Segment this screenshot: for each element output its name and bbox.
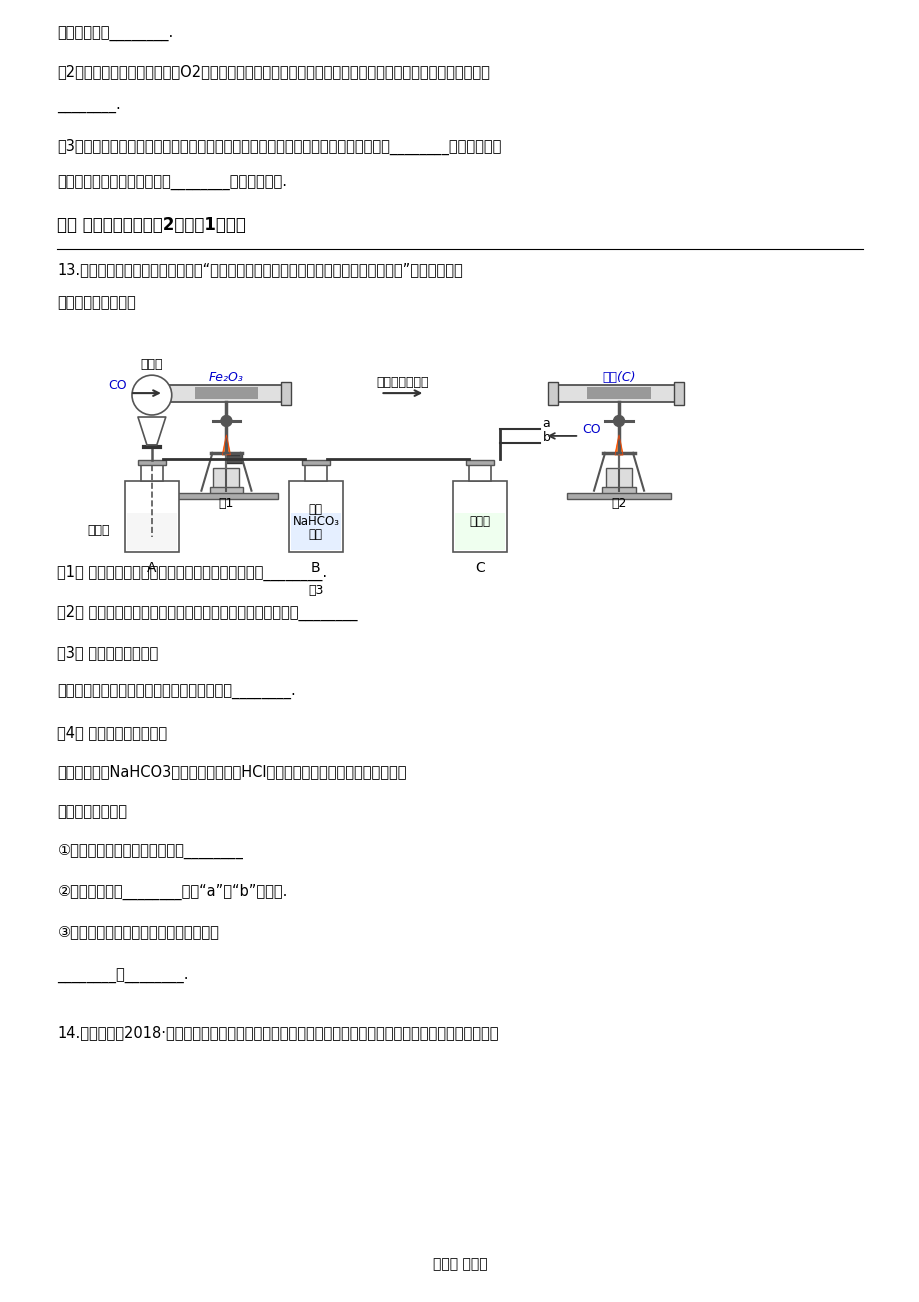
Bar [465, 460, 494, 465]
Text: 三、 实验与探究题（共2题；共1４分）: 三、 实验与探究题（共2题；共1４分） [57, 216, 246, 234]
Text: C: C [474, 561, 484, 575]
Bar [304, 465, 326, 480]
Bar [469, 465, 490, 480]
Circle shape [613, 415, 624, 427]
Bar [124, 480, 179, 552]
Bar [454, 513, 505, 551]
Text: 第４页 共７页: 第４页 共７页 [432, 1258, 487, 1271]
Bar [586, 387, 650, 400]
Text: 图2: 图2 [611, 496, 626, 509]
Text: 图3: 图3 [308, 585, 323, 598]
Bar [289, 480, 343, 552]
Text: 碳粉(C): 碳粉(C) [602, 371, 635, 384]
Bar [213, 467, 239, 488]
Text: 方案一：如图１所示: 方案一：如图１所示 [57, 296, 136, 310]
Text: Fe₂O₃: Fe₂O₃ [209, 371, 244, 384]
Text: （3）如图３所示，红磷用酒精灯加热后才能燃烧，由此可知可燃物燃烧的条件之一是________；红磷燃烧后: （3）如图３所示，红磷用酒精灯加热后才能燃烧，由此可知可燃物燃烧的条件之一是__… [57, 139, 501, 155]
Text: 气体（纯净物）: 气体（纯净物） [376, 376, 428, 389]
Text: 请回答下列问题：: 请回答下列问题： [57, 805, 128, 819]
Text: A: A [147, 561, 156, 575]
Text: ②ＣＯ气体应由________（填“a”或“b”）通入.: ②ＣＯ气体应由________（填“a”或“b”）通入. [57, 884, 288, 900]
Bar [606, 467, 631, 488]
Bar [554, 384, 683, 401]
Text: b: b [542, 431, 550, 444]
Text: 大理石: 大理石 [87, 525, 110, 538]
Polygon shape [615, 435, 622, 454]
Text: 溶液: 溶液 [309, 529, 323, 542]
Text: CO: CO [582, 423, 600, 436]
Text: ________；________.: ________；________. [57, 969, 188, 984]
Bar [601, 487, 635, 495]
Circle shape [131, 375, 172, 415]
Polygon shape [138, 417, 165, 445]
Text: （2）用图２的装置进行铁丝在O2中燃烧的实验，容易导致集气瓶炸裂，为了避免这种情况，应采取的措施是: （2）用图２的装置进行铁丝在O2中燃烧的实验，容易导致集气瓶炸裂，为了避免这种情… [57, 65, 490, 79]
Bar [141, 465, 163, 480]
Bar [138, 460, 165, 465]
Bar [155, 381, 165, 405]
Bar [301, 460, 329, 465]
Text: 浓硫酸: 浓硫酸 [469, 516, 490, 529]
Text: 图1: 图1 [219, 496, 233, 509]
Bar [548, 381, 558, 405]
Polygon shape [222, 435, 230, 454]
Text: 冷却至室温，活塞ａ停在刻度________（填数字）处.: 冷却至室温，活塞ａ停在刻度________（填数字）处. [57, 176, 287, 191]
Bar [290, 513, 341, 551]
Bar [567, 492, 670, 499]
Text: （2） 该实验能获得二氧化碳和一氧化碳混合气体，其原因是________: （2） 该实验能获得二氧化碳和一氧化碳混合气体，其原因是________ [57, 605, 357, 621]
Text: ③写出装置Ｃ中浓硫酸的两点主要作用：: ③写出装置Ｃ中浓硫酸的两点主要作用： [57, 924, 219, 939]
Text: 锶作该反应的________.: 锶作该反应的________. [57, 26, 174, 42]
Text: （3） 案二：如图２所示: （3） 案二：如图２所示 [57, 644, 158, 660]
Bar [673, 381, 683, 405]
Bar [195, 387, 258, 400]
Bar [175, 492, 278, 499]
Text: 请写出该气体与炭粉发生反应的化学方程式：________.: 请写出该气体与炭粉发生反应的化学方程式：________. [57, 685, 296, 700]
Bar [127, 513, 177, 551]
Bar [281, 381, 290, 405]
Text: （4） 方案三：如图３所示: （4） 方案三：如图３所示 [57, 725, 167, 740]
Text: 13.（７分）某化学小组初步设计了“收集不同体积比例的二氧化碳和一氧化碳混合气体”的实验方案：: 13.（７分）某化学小组初步设计了“收集不同体积比例的二氧化碳和一氧化碳混合气体… [57, 262, 462, 276]
Text: ①写出装置Ａ中的化学方程式：________: ①写出装置Ａ中的化学方程式：________ [57, 844, 243, 859]
Text: （1） 请写出硬质玻璃管中发生反应的化学方程式：________.: （1） 请写出硬质玻璃管中发生反应的化学方程式：________. [57, 564, 327, 581]
Bar [210, 487, 243, 495]
Text: 稀盐酸: 稀盐酸 [141, 358, 163, 371]
Text: CO: CO [108, 379, 127, 392]
Text: 饱和: 饱和 [309, 503, 323, 516]
Text: NaHCO₃: NaHCO₃ [292, 516, 339, 529]
Text: ________.: ________. [57, 99, 121, 115]
Text: B: B [311, 561, 321, 575]
Text: （提示：饱和NaHCO3溶液的作用是除去HCl气体，部分夹持装置及导管已略去）: （提示：饱和NaHCO3溶液的作用是除去HCl气体，部分夹持装置及导管已略去） [57, 764, 406, 780]
Text: a: a [542, 417, 550, 430]
Bar [162, 384, 290, 401]
Text: 14.（７分）（2018·丹东模拟）某化学兴趣小组在探究稀盐酸的化学性质时，做了如图一所示的三个实验。: 14.（７分）（2018·丹东模拟）某化学兴趣小组在探究稀盐酸的化学性质时，做了… [57, 1026, 498, 1040]
Bar [226, 454, 242, 462]
Circle shape [221, 415, 232, 427]
Bar [452, 480, 506, 552]
